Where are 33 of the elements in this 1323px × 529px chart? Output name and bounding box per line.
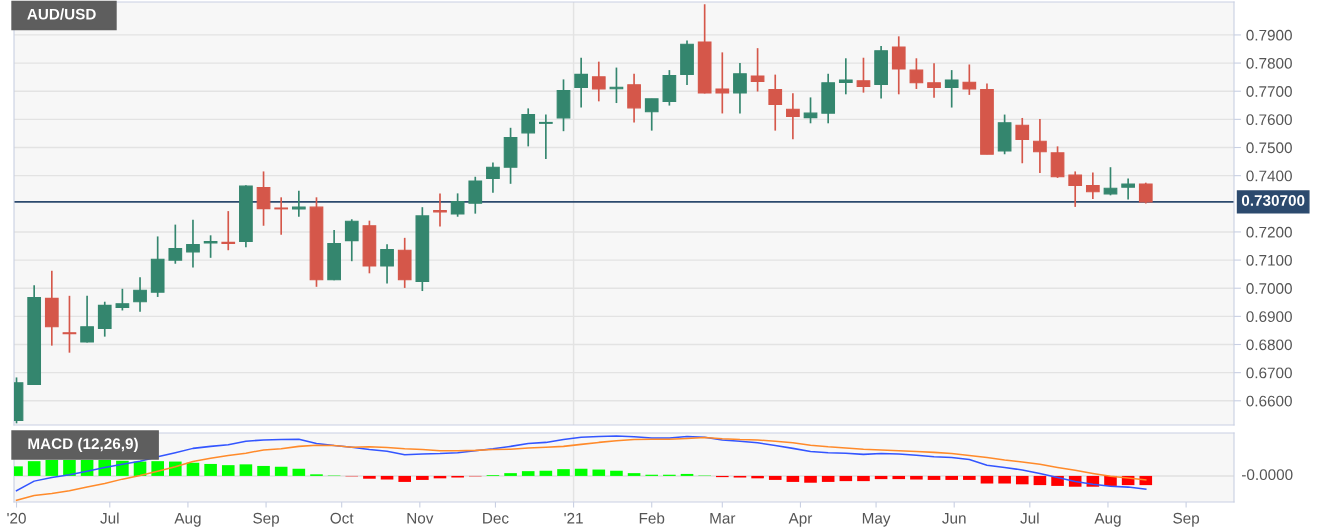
y-tick-label: 0.6600 (1246, 395, 1292, 407)
x-tick-label: May (862, 512, 891, 527)
x-tick-label: Oct (330, 512, 354, 524)
x-tick-label: Mar (710, 512, 736, 524)
y-tick-label: 0.7200 (1246, 226, 1292, 238)
y-tick-label: 0.6700 (1246, 367, 1292, 379)
y-tick-label: 0.7500 (1246, 142, 1292, 154)
x-tick-label: Dec (483, 512, 509, 524)
y-tick-label: 0.7100 (1246, 254, 1292, 266)
y-tick-label: 0.7600 (1246, 114, 1292, 126)
x-tick-label: Jul (100, 512, 119, 524)
x-tick-label: '20 (7, 512, 26, 524)
x-tick-label: Jul (1020, 512, 1039, 524)
y-tick-label: 0.7800 (1246, 57, 1292, 69)
y-tick-label: 0.6800 (1246, 339, 1292, 351)
ref-line-label: 0.730700 (1241, 195, 1305, 206)
ref-line-label: -0.0000 (1242, 469, 1293, 481)
y-tick-label: 0.7000 (1246, 283, 1292, 294)
x-tick-label: '21 (564, 512, 583, 524)
x-tick-label: Jun (942, 512, 966, 524)
x-tick-label: Sep (1173, 512, 1200, 527)
y-tick-label: 0.7700 (1246, 86, 1292, 97)
chart-title: AUD/USD (27, 8, 96, 20)
x-tick-label: Aug (1094, 512, 1121, 527)
y-tick-label: 0.7400 (1246, 170, 1292, 182)
x-tick-label: Apr (788, 512, 813, 527)
y-tick-label: 0.6900 (1246, 311, 1292, 323)
x-tick-label: Nov (407, 512, 434, 524)
x-tick-label: Sep (253, 512, 280, 527)
chart-title: MACD (12,26,9) (28, 437, 138, 453)
x-tick-label: Feb (639, 512, 665, 524)
x-tick-label: Aug (174, 512, 201, 527)
y-tick-label: 0.7900 (1246, 29, 1292, 41)
